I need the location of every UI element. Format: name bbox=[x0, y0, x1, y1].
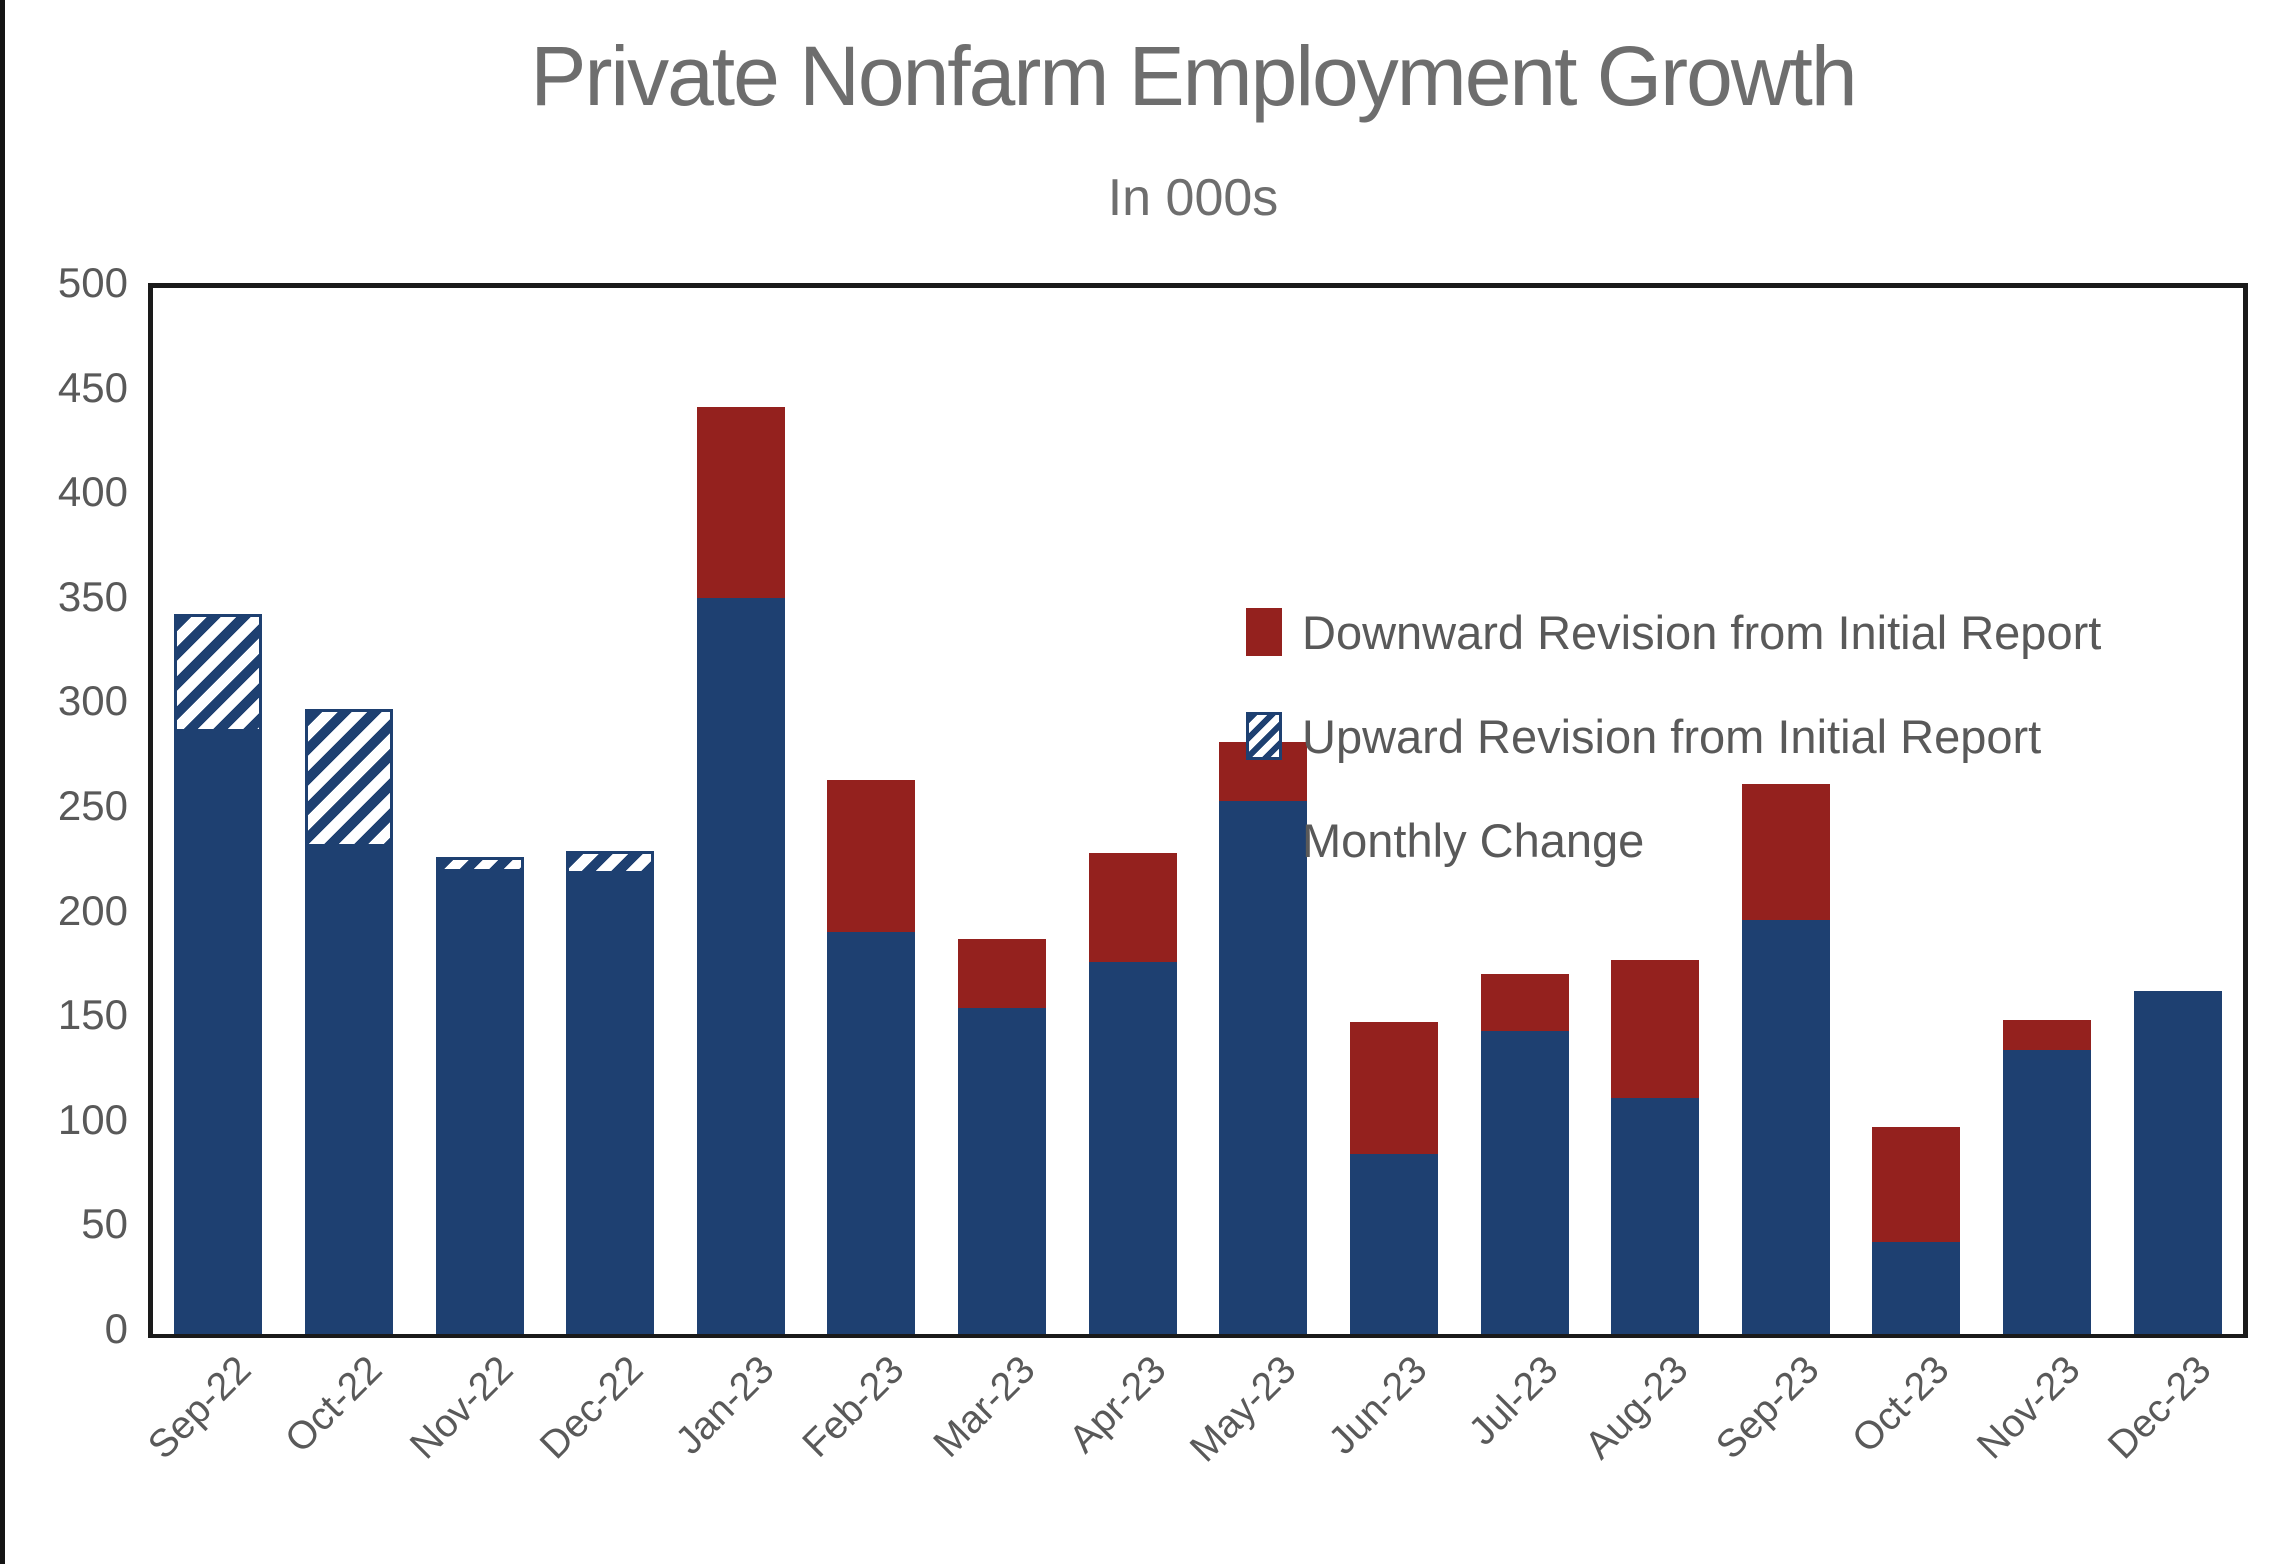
bar-dec-23 bbox=[2133, 990, 2222, 1334]
x-axis-label: Jul-23 bbox=[1460, 1348, 1566, 1454]
bar-jul-23 bbox=[1480, 974, 1569, 1334]
y-axis-label: 450 bbox=[57, 363, 128, 411]
bar-segment-solid-blue bbox=[304, 846, 393, 1334]
legend-swatch-monthly bbox=[1246, 816, 1282, 864]
bar-nov-23 bbox=[2003, 1020, 2092, 1334]
bar-segment-solid-red bbox=[958, 938, 1047, 1008]
y-axis-label: 350 bbox=[57, 572, 128, 620]
bar-segment-solid-blue bbox=[958, 1007, 1047, 1334]
bar-segment-solid-red bbox=[1741, 783, 1830, 920]
legend-item-upward: Upward Revision from Initial Report bbox=[1246, 709, 2101, 763]
bar-sep-23 bbox=[1741, 783, 1830, 1334]
bar-segment-hatch bbox=[174, 614, 263, 732]
y-axis-label: 100 bbox=[57, 1095, 128, 1143]
bar-jun-23 bbox=[1349, 1022, 1438, 1334]
legend-label: Upward Revision from Initial Report bbox=[1302, 709, 2042, 763]
bar-segment-hatch bbox=[435, 857, 524, 872]
bar-nov-22 bbox=[435, 857, 524, 1334]
legend-label: Downward Revision from Initial Report bbox=[1302, 605, 2102, 659]
bar-segment-solid-blue bbox=[827, 932, 916, 1334]
bar-segment-hatch bbox=[304, 708, 393, 847]
bar-aug-23 bbox=[1611, 959, 1700, 1334]
bar-segment-solid-blue bbox=[2003, 1049, 2092, 1334]
x-axis-label: Mar-23 bbox=[925, 1348, 1044, 1466]
bar-dec-22 bbox=[566, 850, 655, 1334]
bar-segment-solid-blue bbox=[1088, 961, 1177, 1334]
bar-segment-solid-blue bbox=[566, 873, 655, 1334]
plot-area: Downward Revision from Initial Report Upw… bbox=[148, 283, 2248, 1338]
x-axis-label: Sep-23 bbox=[1707, 1348, 1828, 1468]
bar-apr-23 bbox=[1088, 852, 1177, 1334]
bar-segment-solid-blue bbox=[435, 871, 524, 1334]
bar-segment-solid-blue bbox=[1872, 1241, 1961, 1334]
bar-segment-solid-blue bbox=[1349, 1154, 1438, 1334]
bar-oct-23 bbox=[1872, 1126, 1961, 1334]
bar-segment-solid-blue bbox=[1611, 1097, 1700, 1334]
chart-legend: Downward Revision from Initial Report Upw… bbox=[1246, 606, 2101, 918]
bar-segment-solid-blue bbox=[1219, 800, 1308, 1334]
chart-title: Private Nonfarm Employment Growth bbox=[530, 29, 1857, 123]
bar-segment-solid-red bbox=[696, 407, 785, 598]
bar-segment-solid-blue bbox=[2133, 990, 2222, 1334]
bar-segment-solid-red bbox=[2003, 1020, 2092, 1050]
bar-jan-23 bbox=[696, 407, 785, 1334]
x-axis-label: Dec-23 bbox=[2099, 1348, 2220, 1468]
x-axis-label: Nov-23 bbox=[1969, 1348, 2089, 1468]
bar-segment-solid-blue bbox=[1741, 919, 1830, 1334]
bar-segment-solid-red bbox=[1088, 852, 1177, 962]
bar-segment-solid-red bbox=[1611, 959, 1700, 1098]
bar-may-23 bbox=[1219, 741, 1308, 1334]
legend-label: Monthly Change bbox=[1302, 813, 1645, 867]
bar-segment-solid-red bbox=[827, 779, 916, 933]
page-left-border bbox=[0, 0, 5, 1564]
y-axis-label: 0 bbox=[104, 1305, 128, 1352]
x-axis-label: Dec-22 bbox=[532, 1348, 652, 1468]
legend-item-monthly: Monthly Change bbox=[1246, 813, 2101, 867]
bar-feb-23 bbox=[827, 779, 916, 1334]
bar-segment-solid-blue bbox=[696, 597, 785, 1334]
bar-segment-solid-red bbox=[1349, 1022, 1438, 1155]
legend-swatch-upward bbox=[1246, 712, 1282, 760]
x-axis-label: Apr-23 bbox=[1060, 1348, 1175, 1462]
bar-sep-22 bbox=[174, 614, 263, 1334]
x-axis-label: Jun-23 bbox=[1320, 1348, 1436, 1463]
bar-mar-23 bbox=[958, 938, 1047, 1334]
chart-subtitle: In 000s bbox=[1107, 169, 1279, 227]
y-axis-label: 400 bbox=[57, 468, 128, 516]
x-axis-label: Aug-23 bbox=[1577, 1348, 1697, 1468]
bar-segment-hatch bbox=[566, 850, 655, 874]
bar-segment-solid-blue bbox=[1480, 1030, 1569, 1334]
legend-swatch-downward bbox=[1246, 608, 1282, 656]
x-axis-label: Sep-22 bbox=[140, 1348, 260, 1468]
legend-item-downward: Downward Revision from Initial Report bbox=[1246, 605, 2102, 659]
bar-segment-solid-red bbox=[1480, 974, 1569, 1031]
x-axis-label: Nov-22 bbox=[401, 1348, 521, 1468]
x-axis-label: Oct-23 bbox=[1844, 1348, 1958, 1462]
x-axis-label: Oct-22 bbox=[277, 1348, 391, 1462]
x-axis-label: Jan-23 bbox=[667, 1348, 783, 1463]
y-axis-label: 500 bbox=[57, 259, 128, 306]
x-axis-label: May-23 bbox=[1182, 1348, 1305, 1471]
y-axis-label: 50 bbox=[81, 1200, 128, 1248]
y-axis-label: 250 bbox=[57, 782, 128, 829]
y-axis-label: 200 bbox=[57, 886, 128, 934]
y-axis-label: 300 bbox=[57, 677, 128, 725]
y-axis-label: 150 bbox=[57, 991, 128, 1039]
x-axis-label: Feb-23 bbox=[795, 1348, 913, 1466]
bar-segment-solid-red bbox=[1872, 1126, 1961, 1242]
bar-oct-22 bbox=[304, 708, 393, 1334]
bar-segment-solid-blue bbox=[174, 731, 263, 1334]
